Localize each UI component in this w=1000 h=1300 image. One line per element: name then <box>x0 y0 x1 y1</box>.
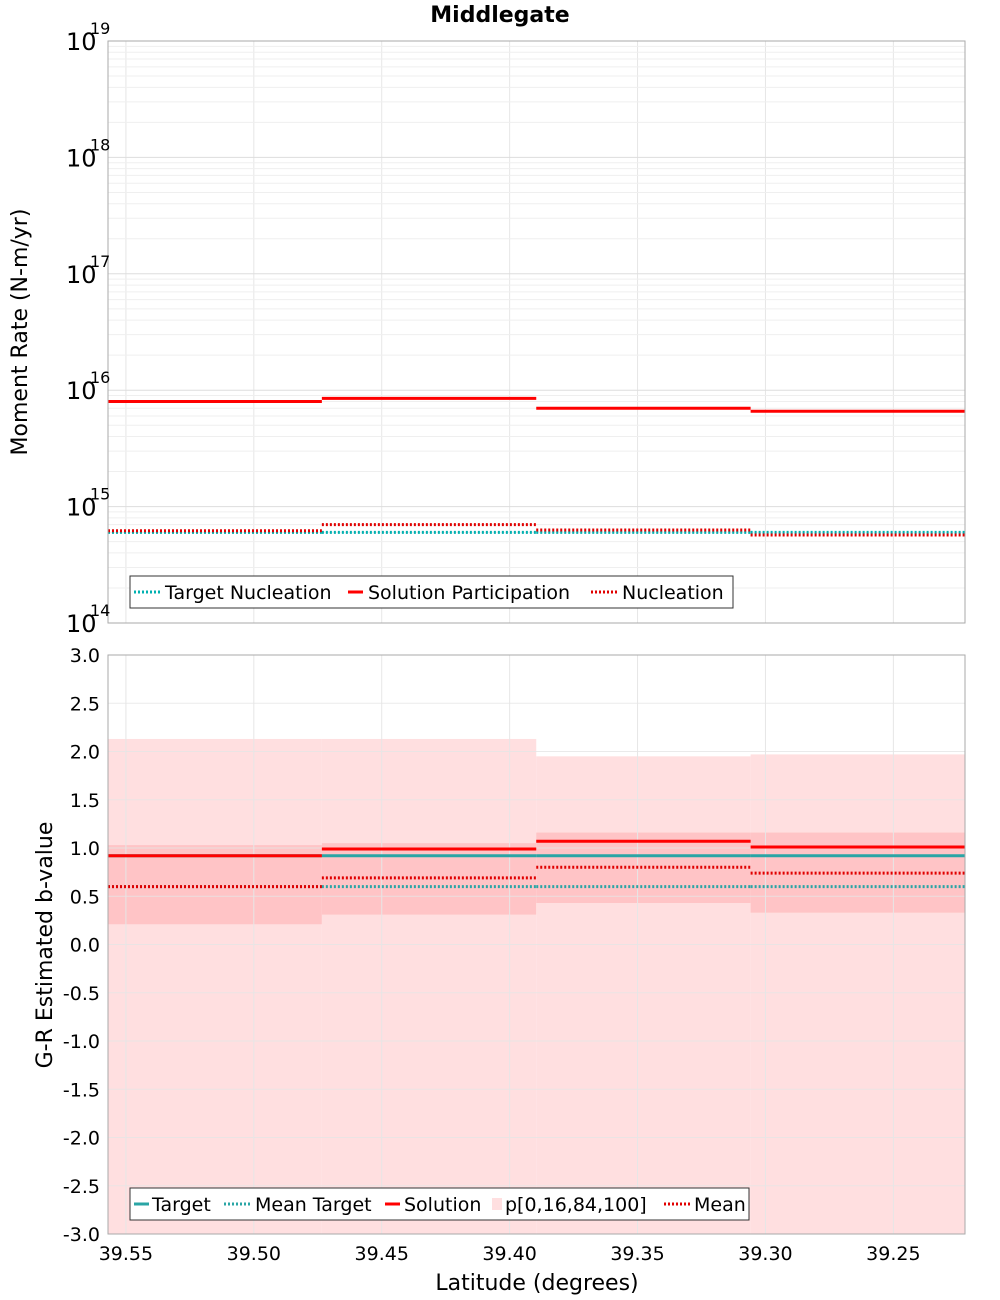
bottom-y-axis-label: G-R Estimated b-value <box>33 822 58 1069</box>
bottom-bands <box>108 738 965 1234</box>
top-y-axis-label: Moment Rate (N-m/yr) <box>8 209 33 456</box>
legend-label-percentile-band: p[0,16,84,100] <box>505 1194 647 1216</box>
x-tick-label: 39.30 <box>738 1243 792 1265</box>
top-plot-frame <box>107 40 966 624</box>
legend-label-target-nucleation: Target Nucleation <box>164 582 332 604</box>
x-tick-label: 39.45 <box>355 1243 409 1265</box>
bottom-y-tick-label: -3.0 <box>63 1224 100 1246</box>
top-y-tick-label: 10 <box>66 610 97 638</box>
top-series <box>108 396 965 537</box>
bottom-y-tick-label: -1.0 <box>63 1031 100 1053</box>
legend-label-solution-participation: Solution Participation <box>368 582 570 604</box>
bottom-plot-frame <box>107 654 966 1235</box>
bottom-series <box>108 839 965 889</box>
top-y-tick-label: 10 <box>66 494 97 522</box>
bottom-y-tick-label: 3.0 <box>70 645 100 667</box>
bottom-y-ticks: 3.0 2.5 2.0 1.5 1.0 0.5 0.0 -0.5 -1.0 -1.5 -2.0 -2.… <box>63 645 100 1246</box>
top-y-tick-label: 10 <box>66 144 97 172</box>
percentile-0-100-band <box>108 738 322 1234</box>
x-tick-label: 39.35 <box>610 1243 664 1265</box>
bottom-y-tick-label: -0.5 <box>63 983 100 1005</box>
bottom-legend: Target Mean Target Solution p[0,16,84,10… <box>129 1187 750 1221</box>
top-y-tick-exponent: 17 <box>90 252 110 271</box>
chart-title: Middlegate <box>430 3 569 28</box>
top-y-tick-exponent: 14 <box>90 601 110 620</box>
percentile-16-84-band <box>536 832 751 904</box>
bottom-y-tick-label: 2.5 <box>70 693 100 715</box>
bottom-y-tick-label: 2.0 <box>70 742 100 764</box>
legend-label-mean: Mean <box>694 1194 746 1216</box>
bottom-grid <box>108 654 965 1235</box>
legend-label-nucleation: Nucleation <box>622 582 724 604</box>
x-tick-label: 39.55 <box>99 1243 153 1265</box>
bottom-y-tick-label: -2.5 <box>63 1176 100 1198</box>
legend-swatch-percentile-band <box>492 1198 502 1210</box>
legend-label-solution: Solution <box>404 1194 481 1216</box>
bottom-y-tick-label: 1.0 <box>70 838 100 860</box>
x-tick-label: 39.40 <box>482 1243 536 1265</box>
top-y-tick-exponent: 19 <box>90 19 110 38</box>
bottom-x-ticks: 39.55 39.50 39.45 39.40 39.35 39.30 39.25 <box>99 1243 921 1265</box>
top-y-tick-exponent: 15 <box>90 485 110 504</box>
top-y-tick-exponent: 18 <box>90 135 110 154</box>
bottom-y-tick-label: -2.0 <box>63 1128 100 1150</box>
top-legend: Target Nucleation Solution Participation… <box>129 575 734 609</box>
percentile-0-100-band <box>321 738 537 1234</box>
percentile-0-100-band <box>750 754 965 1234</box>
legend-label-mean-target: Mean Target <box>255 1194 372 1216</box>
bottom-y-tick-label: 0.0 <box>70 935 100 957</box>
bottom-y-tick-label: -1.5 <box>63 1079 100 1101</box>
bottom-y-tick-label: 1.5 <box>70 790 100 812</box>
top-legend-box <box>129 575 734 609</box>
top-y-tick-exponent: 16 <box>90 368 110 387</box>
x-axis-label: Latitude (degrees) <box>435 1271 638 1296</box>
bottom-y-tick-label: 0.5 <box>70 886 100 908</box>
top-y-tick-label: 10 <box>66 261 97 289</box>
percentile-0-100-band <box>536 756 751 1234</box>
x-tick-label: 39.50 <box>227 1243 281 1265</box>
legend-label-target: Target <box>151 1194 211 1216</box>
percentile-16-84-band <box>108 845 322 925</box>
top-y-tick-label: 10 <box>66 377 97 405</box>
x-tick-label: 39.25 <box>866 1243 920 1265</box>
top-y-tick-label: 10 <box>66 28 97 56</box>
